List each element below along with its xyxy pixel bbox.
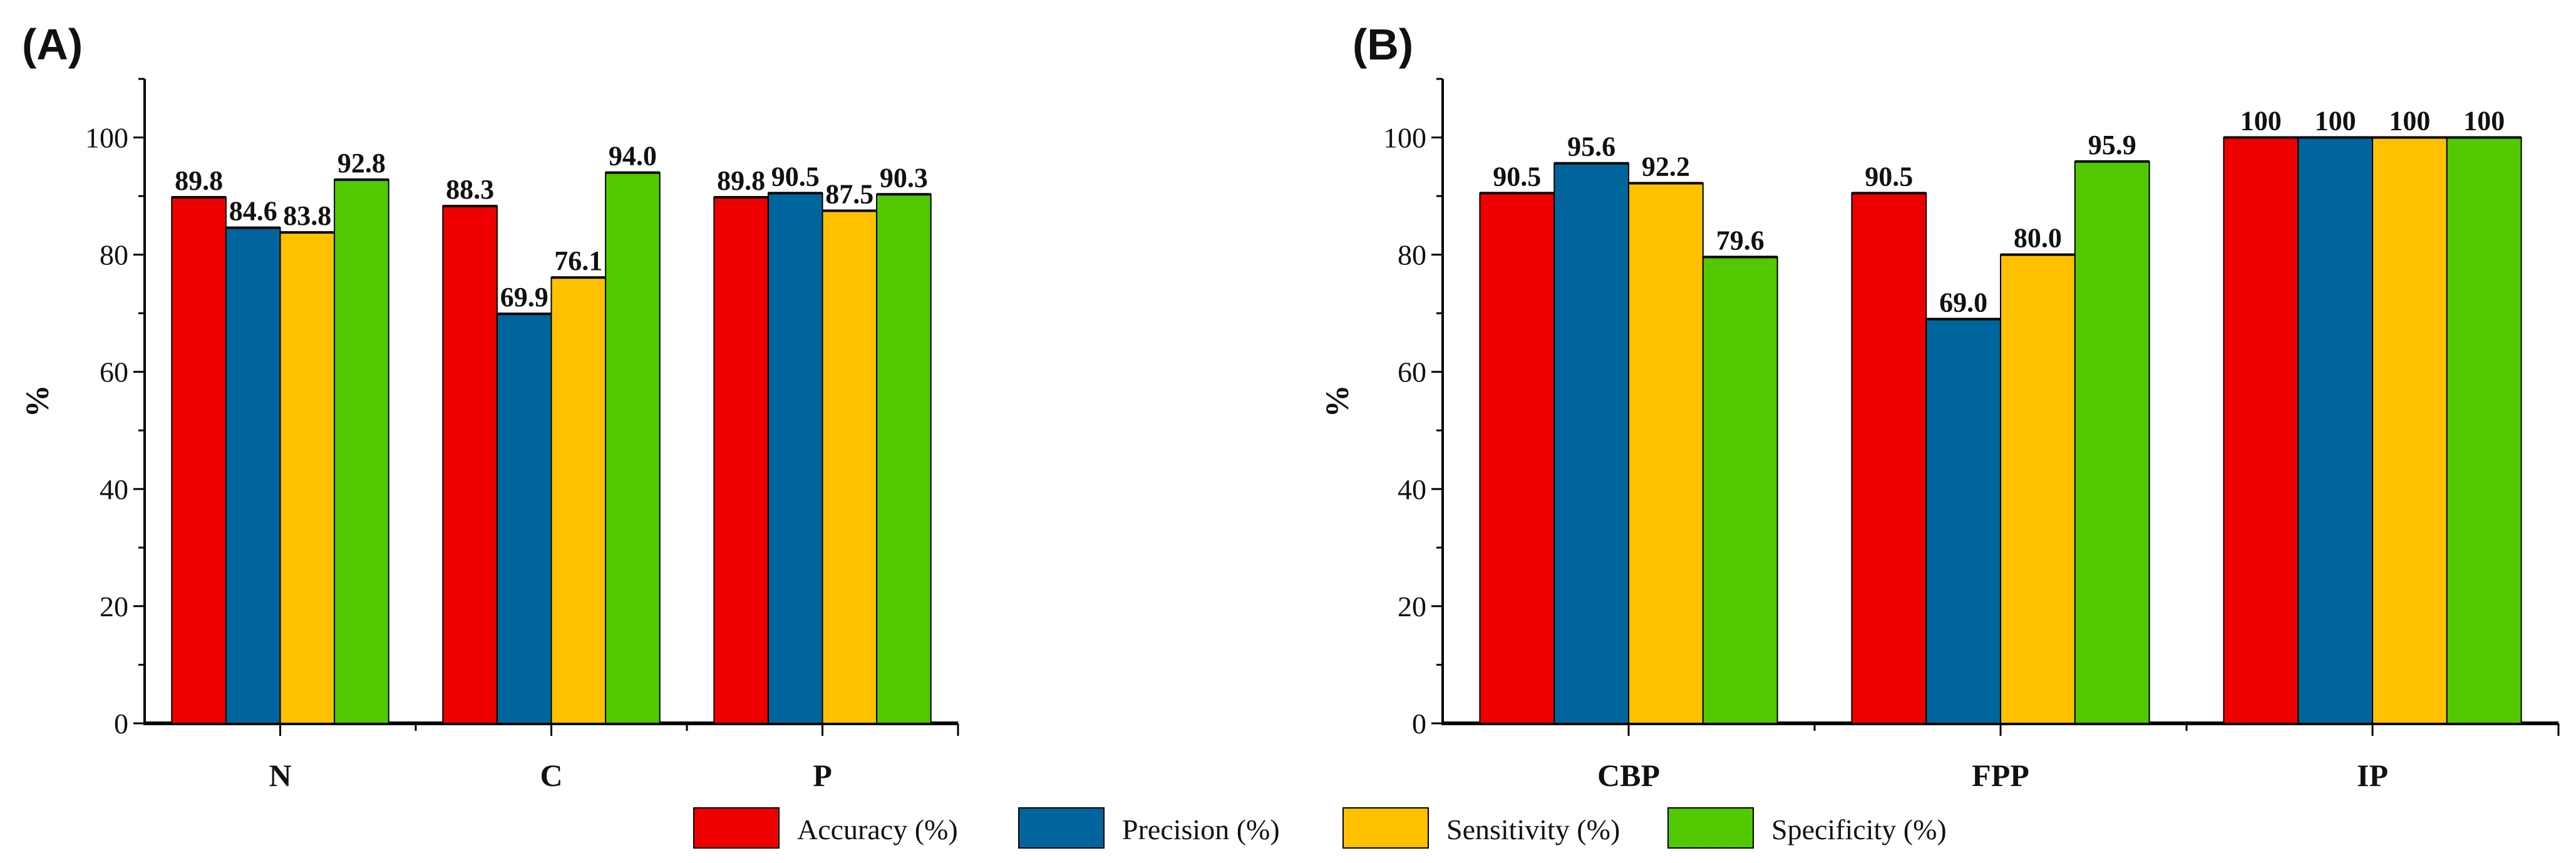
bar xyxy=(1851,192,1927,724)
data-label: 89.8 xyxy=(175,165,223,196)
y-tick-label: 0 xyxy=(114,708,128,740)
y-tick-label: 40 xyxy=(100,473,128,505)
y-tick-label: 100 xyxy=(1383,122,1426,154)
bar xyxy=(2223,137,2299,724)
data-label: 92.2 xyxy=(1642,152,1690,182)
data-label: 100 xyxy=(2240,106,2282,137)
y-tick-label: 60 xyxy=(1398,356,1426,388)
data-label: 90.5 xyxy=(771,161,820,192)
bar xyxy=(225,227,281,724)
data-label: 79.6 xyxy=(1716,225,1765,256)
bar xyxy=(1925,318,2001,724)
bar xyxy=(767,192,823,724)
bar xyxy=(876,194,932,724)
legend-label: Specificity (%) xyxy=(1771,814,1947,845)
data-label: 87.5 xyxy=(825,178,873,209)
legend-swatch xyxy=(1667,807,1754,849)
legend: Accuracy (%) Precision (%) Sensitivity (%)… xyxy=(693,807,1947,849)
data-label: 89.8 xyxy=(717,165,765,196)
bar xyxy=(334,178,389,724)
bar xyxy=(822,210,878,724)
bar xyxy=(2000,254,2076,724)
data-label: 76.1 xyxy=(554,245,602,276)
data-label: 69.0 xyxy=(1939,287,1987,318)
data-label: 80.0 xyxy=(2014,223,2062,254)
y-tick-label: 80 xyxy=(1398,239,1426,271)
y-tick-label: 20 xyxy=(1398,591,1426,623)
panel-label: (B) xyxy=(1352,20,1413,69)
bar xyxy=(442,205,498,724)
panel-label: (A) xyxy=(22,20,83,69)
y-tick-label: 40 xyxy=(1398,473,1426,505)
data-label: 88.3 xyxy=(446,174,494,205)
bar xyxy=(279,232,336,724)
data-label: 84.6 xyxy=(229,196,277,227)
x-tick-label: C xyxy=(540,758,562,793)
bar xyxy=(1479,192,1555,724)
y-tick-label: 80 xyxy=(100,239,128,271)
bar xyxy=(2446,137,2522,724)
x-tick-label: FPP xyxy=(1972,758,2029,793)
data-label: 95.9 xyxy=(2088,130,2136,160)
bar xyxy=(1553,162,1629,724)
data-label: 100 xyxy=(2463,106,2505,137)
legend-label: Sensitivity (%) xyxy=(1446,814,1620,845)
y-tick-label: 100 xyxy=(85,122,128,154)
panel-b-chart: (B)% 0 20 40 60 80 100 CBP 90.5 95.6 92.2 79.6 FPP 90… xyxy=(1320,20,2560,793)
bar xyxy=(496,313,552,725)
data-label: 83.8 xyxy=(283,200,331,231)
bar xyxy=(550,277,607,724)
bar xyxy=(2297,137,2373,724)
y-axis-label: % xyxy=(20,385,56,418)
data-label: 100 xyxy=(2315,106,2356,137)
data-label: 92.8 xyxy=(337,148,386,178)
data-label: 95.6 xyxy=(1567,132,1615,162)
x-tick-label: IP xyxy=(2357,758,2388,793)
y-axis-label: % xyxy=(1320,385,1356,418)
data-label: 94.0 xyxy=(609,141,657,172)
bar xyxy=(1628,182,1704,724)
bar xyxy=(713,196,769,725)
y-tick-label: 60 xyxy=(100,356,128,388)
x-tick-label: CBP xyxy=(1597,758,1660,793)
data-label: 69.9 xyxy=(500,282,549,313)
data-label: 100 xyxy=(2389,106,2430,137)
legend-label: Precision (%) xyxy=(1122,814,1280,845)
y-tick-label: 0 xyxy=(1412,708,1426,740)
bar xyxy=(1702,256,1778,724)
legend-swatch xyxy=(1342,807,1429,849)
legend-label: Accuracy (%) xyxy=(797,814,958,845)
x-tick-label: P xyxy=(813,758,832,793)
bar xyxy=(2372,137,2448,724)
data-label: 90.3 xyxy=(880,162,928,193)
bar xyxy=(2074,160,2150,724)
data-label: 90.5 xyxy=(1865,161,1913,192)
x-tick-label: N xyxy=(269,758,291,793)
legend-swatch xyxy=(693,807,780,849)
legend-swatch xyxy=(1018,807,1105,849)
bar xyxy=(605,172,661,724)
data-label: 90.5 xyxy=(1493,161,1541,192)
y-tick-label: 20 xyxy=(100,591,128,623)
bar xyxy=(171,196,227,725)
